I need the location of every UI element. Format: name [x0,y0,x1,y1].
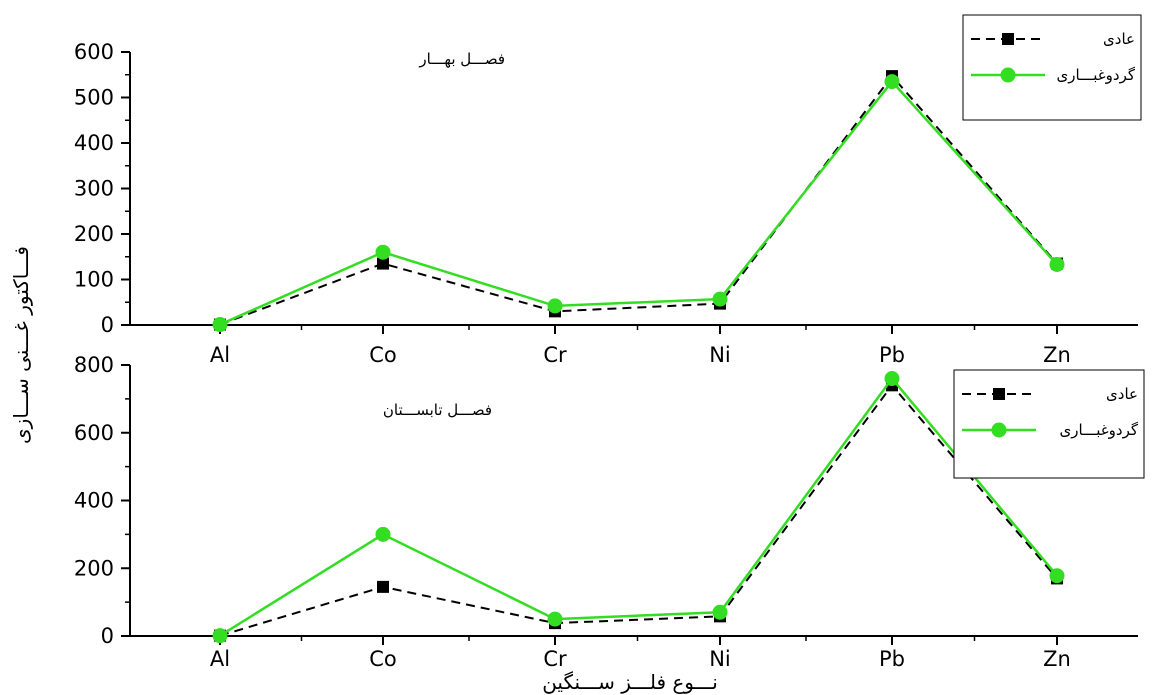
data-point-circle [375,526,391,542]
chart-panel-1: 0 100 200 300 400 500 600 Al Co Cr Ni Pb Zn فصـــل به… [74,14,1142,367]
series-line-1 [219,383,1058,637]
y-tick-label: 300 [74,177,114,201]
data-point-circle [884,74,900,90]
x-tick-label: Ni [709,647,731,671]
data-point-circle [884,371,900,387]
x-axis-title: نـــوع فلـــز ســـنگین [542,670,718,694]
data-point-circle [547,611,563,627]
data-point-circle [712,291,728,307]
y-tick-label: 500 [74,86,114,110]
season-annotation: فصـــل بهـــار [418,50,505,68]
data-point-circle [1049,256,1065,272]
x-tick-label: Zn [1043,343,1071,367]
data-point-circle [712,604,728,620]
legend-box [953,369,1145,479]
y-tick-label: 400 [74,131,114,155]
chart-panel-2: 0 200 400 600 800 Al Co Cr Ni Pb Zn فصـــل تابســـت… [74,353,1145,671]
y-axis-title: فـــاکتور غـــنی ســـازی [9,246,33,444]
x-tick-label: Pb [879,647,905,671]
data-point-circle [212,317,228,333]
x-tick-label: Al [210,343,230,367]
y-tick-label: 200 [74,556,114,580]
data-point-square [377,257,389,270]
series-line-1 [219,74,1058,326]
legend-marker-square [1002,33,1014,45]
x-tick-label: Zn [1043,647,1071,671]
legend-box [962,14,1142,121]
data-point-circle [1049,568,1065,584]
data-point-circle [212,628,228,644]
y-tick-label: 600 [74,40,114,64]
y-tick-label: 600 [74,421,114,445]
data-point-circle [547,298,563,314]
legend-label: عادی [1106,385,1138,403]
y-tick-label: 0 [101,313,114,337]
legend-marker-circle [1000,67,1016,83]
legend-label: گردوغبـــاری [1060,421,1139,439]
y-tick-label: 200 [74,222,114,246]
x-tick-label: Co [369,647,397,671]
season-annotation: فصـــل تابســـتان [383,401,492,419]
x-tick-label: Cr [543,647,567,671]
x-tick-label: Co [369,343,397,367]
series-line-2 [219,376,1058,637]
y-tick-label: 100 [74,268,114,292]
data-point-circle [375,244,391,260]
x-tick-label: Pb [879,343,905,367]
legend-label: گردوغبـــاری [1057,66,1136,84]
y-tick-label: 0 [101,624,114,648]
y-tick-label: 800 [74,353,114,377]
y-tick-label: 400 [74,489,114,513]
series-line-2 [219,79,1058,326]
data-point-square [377,580,389,593]
x-tick-label: Al [210,647,230,671]
legend-label: عادی [1103,30,1135,48]
legend-marker-circle [991,422,1007,438]
legend-marker-square [993,388,1005,400]
x-tick-label: Cr [543,343,567,367]
x-tick-label: Ni [709,343,731,367]
